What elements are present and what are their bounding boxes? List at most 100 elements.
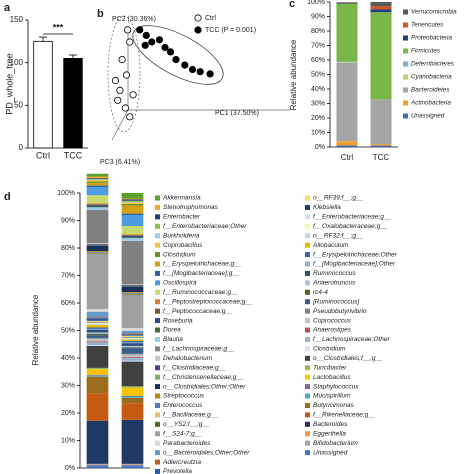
legend-label: Streptococcus — [163, 393, 205, 400]
bar-segment — [86, 182, 109, 186]
legend-swatch — [305, 431, 310, 437]
bar-segment — [121, 465, 144, 468]
bar-segment — [86, 324, 109, 325]
bar-segment — [370, 12, 392, 100]
bar-segment — [86, 333, 109, 336]
bar-segment — [86, 186, 109, 196]
bar-segment — [121, 198, 144, 200]
y-tick-label: 50 — [14, 100, 23, 109]
bar-segment — [121, 205, 144, 214]
bar-segment — [86, 376, 109, 394]
point — [188, 65, 197, 74]
legend-label: f__Enterobacteriaceae;g__ — [313, 214, 391, 221]
bar-segment — [86, 320, 109, 323]
legend-label: o__Clostridiales;f__;g__ — [313, 355, 383, 362]
legend-swatch — [305, 365, 310, 371]
legend-swatch — [155, 204, 160, 210]
y-tick-label: 30% — [61, 382, 75, 389]
bar-segment — [121, 463, 144, 465]
bar-segment — [86, 179, 109, 181]
legend-swatch — [305, 280, 310, 286]
x-tick-label: Ctrl — [36, 150, 50, 160]
legend-swatch — [155, 242, 160, 248]
bar-segment — [336, 2, 358, 4]
bar-segment — [86, 420, 109, 464]
bar-segment — [86, 345, 109, 368]
legend-label: Unassigned — [313, 449, 348, 456]
bar-segment — [86, 393, 109, 421]
legend-label: o__RF39;f__;g__ — [313, 195, 364, 202]
legend-label: Clostridium — [313, 346, 346, 353]
bar-segment — [336, 141, 358, 146]
bar-segment — [336, 145, 358, 147]
bar-segment — [121, 285, 144, 287]
y-tick-label: 10% — [61, 437, 75, 444]
point — [196, 68, 204, 76]
legend-label: Pseudobutyrivibrio — [313, 308, 367, 315]
legend-label: f__Rikenellaceae;g__ — [313, 412, 376, 419]
legend-marker — [194, 26, 202, 34]
bar-segment — [121, 342, 144, 344]
legend-swatch — [305, 299, 310, 305]
y-axis-label: PC2 (30.36%) — [112, 16, 156, 23]
y-tick-label: 70% — [311, 42, 325, 49]
bar-segment — [121, 237, 144, 239]
bar-segment — [121, 361, 144, 387]
bar-segment — [121, 240, 144, 285]
legend-label: f__Bacillaceae;g__ — [163, 412, 218, 419]
bar-segment — [370, 9, 392, 13]
bar-segment — [121, 403, 144, 420]
x-axis-label: PC1 (37.50%) — [215, 110, 259, 117]
legend-label: Stenotrophomonas — [163, 204, 219, 211]
y-axis-label: Relative abundance — [31, 294, 40, 365]
legend-swatch — [403, 61, 408, 67]
z-axis-label: PC3 (6.41%) — [100, 159, 140, 166]
legend-swatch — [155, 214, 160, 220]
bar-segment — [86, 317, 109, 319]
legend-label: Dorea — [163, 327, 181, 334]
y-tick-label: 40% — [311, 86, 325, 93]
bar-segment — [86, 323, 109, 325]
legend-label: f__[Mogibacteriaceae];g__ — [163, 270, 240, 277]
legend-label: o__RF32;f__;g__ — [313, 232, 364, 239]
bar-segment — [121, 294, 144, 296]
y-tick-label: 60% — [61, 300, 75, 307]
bar — [63, 58, 83, 149]
legend-swatch — [305, 270, 310, 276]
legend-label: f__Oxalobacteraceae;g__ — [313, 223, 388, 230]
legend-label: Staphylococcus — [313, 383, 359, 390]
bar-segment — [121, 234, 144, 236]
bar-segment — [86, 185, 109, 187]
bar-segment — [121, 292, 144, 293]
tcc-ellipse — [132, 25, 224, 85]
bar-segment — [86, 195, 109, 204]
legend-swatch — [305, 412, 310, 418]
point — [141, 41, 149, 49]
legend-swatch — [155, 308, 160, 314]
legend-swatch — [305, 318, 310, 324]
bar-segment — [86, 251, 109, 252]
legend-label: f__Enterobacteriaceae;Other — [163, 223, 247, 230]
bar-segment — [121, 337, 144, 339]
legend-marker — [194, 14, 202, 22]
panel-label: a — [4, 2, 11, 14]
bar-segment — [121, 464, 144, 466]
legend-swatch — [155, 318, 160, 324]
y-tick-label: 0% — [65, 465, 75, 472]
bar-segment — [121, 347, 144, 349]
y-tick-label: 80% — [311, 28, 325, 35]
bar-segment — [86, 244, 109, 246]
point — [114, 96, 122, 104]
bar-segment — [86, 369, 109, 375]
legend-swatch — [305, 421, 310, 427]
bar-segment — [121, 337, 144, 338]
legend-swatch — [155, 299, 160, 305]
legend-swatch — [155, 327, 160, 333]
y-tick-label: 40% — [61, 355, 75, 362]
bar-segment — [121, 328, 144, 331]
legend-swatch — [403, 113, 408, 119]
bar-segment — [86, 173, 109, 177]
bar-segment — [86, 345, 109, 346]
legend-label: Anaerotruncus — [312, 280, 356, 287]
